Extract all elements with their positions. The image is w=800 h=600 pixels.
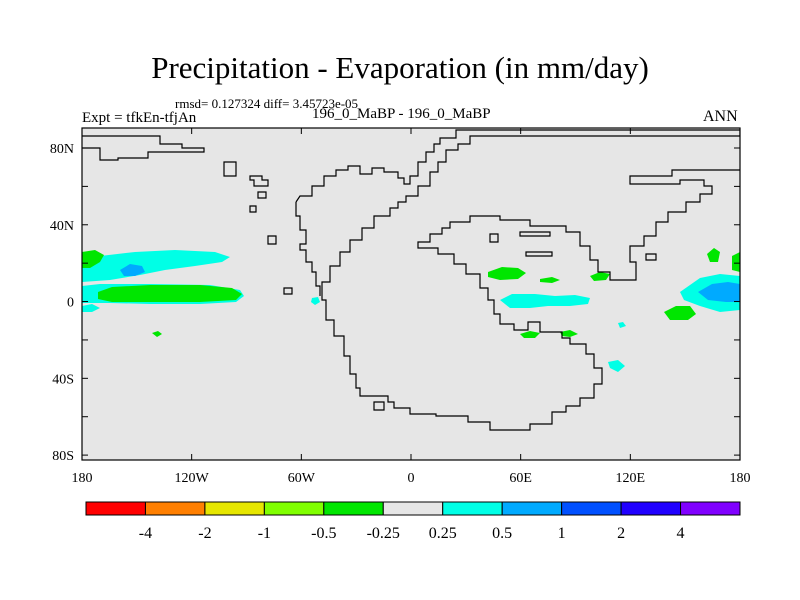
colorbar-swatch <box>144 501 206 516</box>
colorbar-swatch <box>501 501 563 516</box>
blue-patch-pacific <box>120 264 145 276</box>
coast-island-africa <box>489 233 499 243</box>
colorbar-label: -0.5 <box>311 525 336 542</box>
green-patch-equator <box>98 285 242 302</box>
map-title: Precipitation - Evaporation (in mm/day) <box>151 50 649 85</box>
green-patch-arabia <box>540 277 560 283</box>
coast-island-east <box>645 253 657 261</box>
coast-greenland-arctic <box>82 135 205 161</box>
x-tick-label: 60E <box>509 471 532 486</box>
coast-arctic-island <box>223 161 237 177</box>
green-patch-east-south <box>664 306 696 320</box>
cyan-patch-indian-ocean <box>500 294 590 308</box>
green-patch-east-north <box>707 248 720 262</box>
colorbar-swatch <box>620 501 682 516</box>
coast-island-small-left <box>283 287 293 295</box>
green-patch-south-africa <box>520 331 540 338</box>
colorbar-label: 2 <box>617 525 625 542</box>
colorbar-swatch <box>680 501 741 516</box>
colorbar-label: 0.5 <box>492 525 512 542</box>
cyan-dot-indonesia <box>618 322 626 328</box>
colorbar-swatch <box>204 501 265 516</box>
cyan-dot-south-america <box>311 297 320 305</box>
colorbar-label: -4 <box>139 525 152 542</box>
colorbar-label: -1 <box>258 525 271 542</box>
coast-small-island-2 <box>257 191 267 199</box>
colorbar-label: 0.25 <box>429 525 457 542</box>
cyan-patch-west-pacific-north <box>82 250 230 282</box>
colorbar-swatch <box>85 501 146 516</box>
experiment-label: Expt = tfkEn-tfjAn <box>82 110 197 126</box>
coast-lake-1 <box>519 231 551 237</box>
coast-south-america-continent <box>295 129 740 431</box>
coast-lake-2 <box>525 251 553 257</box>
colorbar-swatch <box>263 501 325 516</box>
x-tick-label: 60W <box>288 471 316 486</box>
stats-line: rmsd= 0.127324 diff= 3.45723e-05 <box>175 96 359 111</box>
colorbar-swatch <box>382 501 444 516</box>
green-patch-india <box>590 272 610 281</box>
y-tick-label: 40N <box>50 219 74 234</box>
colorbar: -4 -2 -1 -0.5 -0.25 0.25 0.5 1 2 4 <box>85 501 741 542</box>
colorbar-label: -2 <box>198 525 211 542</box>
x-tick-label: 0 <box>408 471 415 486</box>
y-tick-label: 80N <box>50 142 74 157</box>
x-tick-label: 180 <box>730 471 751 486</box>
case-label: 196_0_MaBP - 196_0_MaBP <box>312 106 491 122</box>
colorbar-label: -0.25 <box>367 525 400 542</box>
x-tick-label: 120W <box>175 471 210 486</box>
coast-west-coast <box>295 202 321 296</box>
coast-small-island-1 <box>249 175 269 187</box>
coast-island-mid <box>267 235 277 245</box>
x-tick-label: 180 <box>72 471 93 486</box>
green-patch-south-indian <box>560 330 578 337</box>
blue-patch-east-pacific <box>698 282 740 302</box>
coast-island-south <box>373 401 385 411</box>
coastlines <box>82 129 740 431</box>
colorbar-swatch <box>323 501 384 516</box>
colorbar-swatch <box>442 501 503 516</box>
colorbar-label: 4 <box>677 525 685 542</box>
colorbar-label: 1 <box>558 525 566 542</box>
coast-small-island-3 <box>249 205 257 213</box>
y-tick-label: 0 <box>67 296 74 311</box>
contour-fills <box>82 248 740 372</box>
map-axes: 180 120W 60W 0 60E 120E 180 80N 40N 0 40S 80S <box>50 128 751 486</box>
y-tick-label: 80S <box>52 449 74 464</box>
cyan-patch-west-australia <box>608 360 625 372</box>
green-dot-south-pacific <box>152 331 162 337</box>
green-patch-africa <box>488 267 526 280</box>
green-patch-east-edge <box>732 252 740 272</box>
season-label: ANN <box>703 108 738 125</box>
x-tick-label: 120E <box>616 471 646 486</box>
colorbar-swatch <box>561 501 622 516</box>
cyan-patch-equator-small <box>82 304 100 312</box>
y-tick-label: 40S <box>52 372 74 387</box>
